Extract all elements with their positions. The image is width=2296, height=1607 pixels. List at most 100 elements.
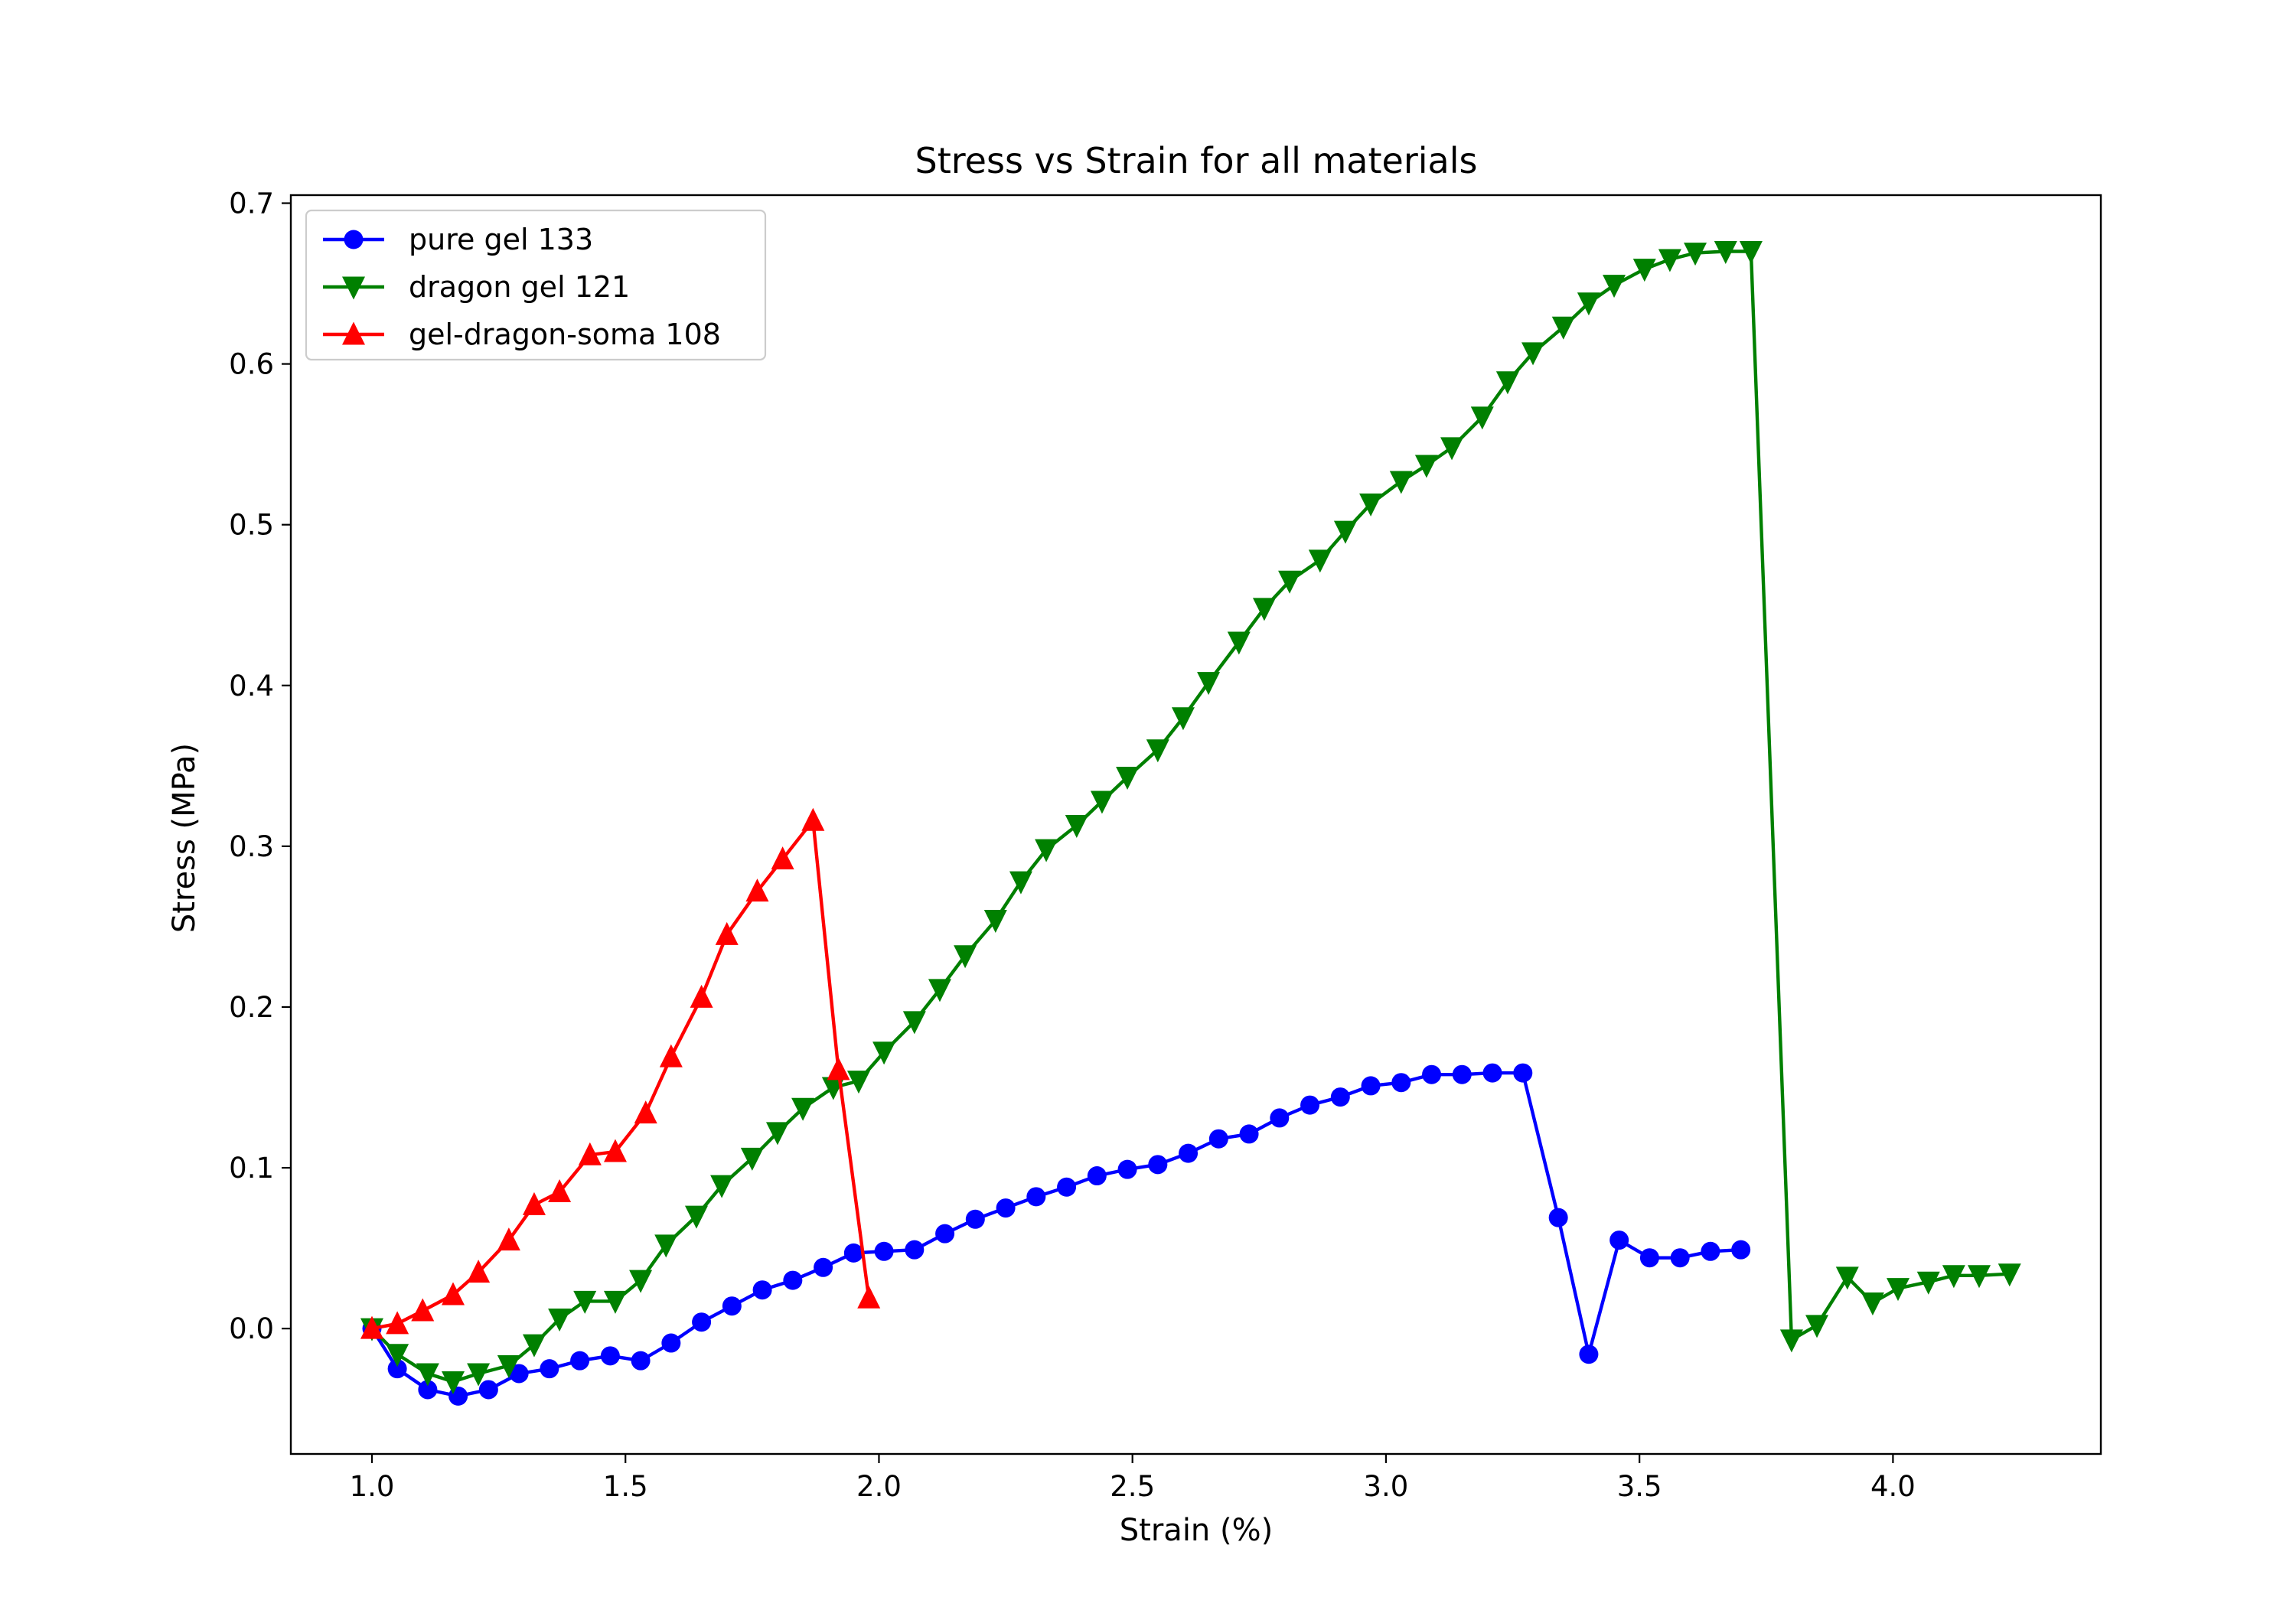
data-point — [416, 1363, 439, 1387]
data-point — [1835, 1266, 1859, 1290]
data-point — [603, 1290, 627, 1314]
data-point — [801, 807, 825, 831]
data-point — [1116, 767, 1140, 790]
data-point — [497, 1227, 520, 1251]
data-point — [1361, 1076, 1381, 1096]
y-tick-label: 0.2 — [229, 991, 274, 1024]
data-point — [928, 979, 951, 1002]
data-point — [1009, 871, 1032, 895]
data-point — [902, 1011, 926, 1035]
data-point — [1389, 471, 1413, 494]
data-point — [441, 1282, 465, 1305]
data-point — [1057, 1177, 1077, 1197]
data-point — [467, 1363, 491, 1387]
data-point — [783, 1270, 803, 1290]
data-point — [1513, 1063, 1533, 1083]
data-point — [827, 1057, 850, 1081]
x-tick-label: 3.5 — [1617, 1470, 1662, 1503]
data-point — [578, 1142, 602, 1165]
data-point — [631, 1351, 651, 1371]
y-axis: 0.0 0.1 0.2 0.3 0.4 0.5 0.6 0.7 — [229, 187, 291, 1345]
plot-background — [291, 195, 2101, 1454]
data-point — [1308, 549, 1332, 573]
data-point — [1171, 707, 1195, 731]
data-point — [548, 1309, 572, 1332]
data-point — [1252, 598, 1276, 621]
data-point — [634, 1100, 657, 1124]
data-point — [509, 1364, 529, 1384]
data-point — [1333, 520, 1357, 544]
data-point — [522, 1334, 546, 1358]
data-point — [1779, 1329, 1803, 1353]
legend-entry: pure gel 133 — [323, 223, 593, 256]
legend-label: gel-dragon-soma 108 — [409, 318, 721, 351]
data-point — [1942, 1265, 1965, 1289]
data-point — [872, 1041, 896, 1065]
data-point — [715, 921, 739, 945]
data-point — [1861, 1292, 1884, 1316]
data-point — [814, 1257, 833, 1277]
data-point — [1270, 1108, 1290, 1128]
data-point — [857, 1285, 881, 1309]
data-point — [1701, 1241, 1720, 1261]
data-point — [1422, 1064, 1442, 1084]
x-tick-label: 1.0 — [350, 1470, 395, 1503]
data-point — [690, 984, 713, 1008]
data-point — [1300, 1095, 1320, 1115]
legend-entry: gel-dragon-soma 108 — [323, 318, 721, 351]
x-axis-label: Strain (%) — [1120, 1513, 1273, 1548]
data-point — [1731, 1240, 1751, 1260]
data-point — [684, 1205, 708, 1229]
data-point — [954, 945, 977, 969]
data-point — [710, 1175, 734, 1198]
data-point — [1670, 1248, 1690, 1268]
data-point — [1330, 1087, 1350, 1107]
series-0 — [362, 1063, 1751, 1406]
data-point — [1035, 839, 1058, 862]
data-point — [752, 1280, 772, 1300]
data-point — [905, 1240, 925, 1260]
data-point — [540, 1359, 559, 1379]
data-point — [1179, 1143, 1199, 1163]
data-point — [1117, 1159, 1137, 1179]
data-point — [983, 910, 1007, 934]
data-point — [965, 1209, 985, 1229]
series-layer — [360, 241, 2021, 1406]
legend: pure gel 133 dragon gel 121 gel-dragon-som… — [305, 209, 767, 361]
data-point — [722, 1296, 742, 1316]
legend-marker — [344, 230, 364, 249]
data-point — [1391, 1073, 1411, 1093]
data-point — [1521, 342, 1545, 366]
x-tick-label: 2.0 — [856, 1470, 902, 1503]
data-point — [570, 1351, 590, 1371]
data-point — [935, 1224, 955, 1244]
y-tick-label: 0.7 — [229, 187, 274, 220]
legend-label: dragon gel 121 — [409, 270, 630, 304]
legend-marker — [342, 321, 365, 345]
data-point — [1414, 455, 1438, 478]
data-point — [497, 1354, 520, 1378]
data-point — [1887, 1278, 1910, 1302]
data-point — [1452, 1064, 1472, 1084]
data-point — [1197, 672, 1221, 696]
plot-frame — [289, 194, 2102, 1455]
data-point — [692, 1312, 712, 1332]
data-point — [1714, 241, 1737, 265]
plot-area: 1.0 1.5 2.0 2.5 3.0 3.5 4.0 0.0 0.1 0.2 0.3 0.4 0.5… — [229, 187, 2102, 1503]
data-point — [1148, 1155, 1168, 1175]
data-point — [1998, 1263, 2021, 1287]
data-point — [629, 1270, 653, 1293]
y-tick-label: 0.4 — [229, 670, 274, 702]
data-point — [1603, 275, 1626, 298]
data-point — [387, 1359, 407, 1379]
data-point — [1146, 739, 1169, 763]
data-point — [1470, 406, 1494, 430]
data-point — [843, 1243, 863, 1263]
data-point — [1359, 493, 1383, 517]
x-axis: 1.0 1.5 2.0 2.5 3.0 3.5 4.0 — [350, 1454, 1916, 1503]
legend-label: pure gel 133 — [409, 223, 593, 256]
y-tick-label: 0.3 — [229, 830, 274, 863]
data-point — [996, 1198, 1016, 1218]
legend-entry: dragon gel 121 — [323, 270, 630, 304]
